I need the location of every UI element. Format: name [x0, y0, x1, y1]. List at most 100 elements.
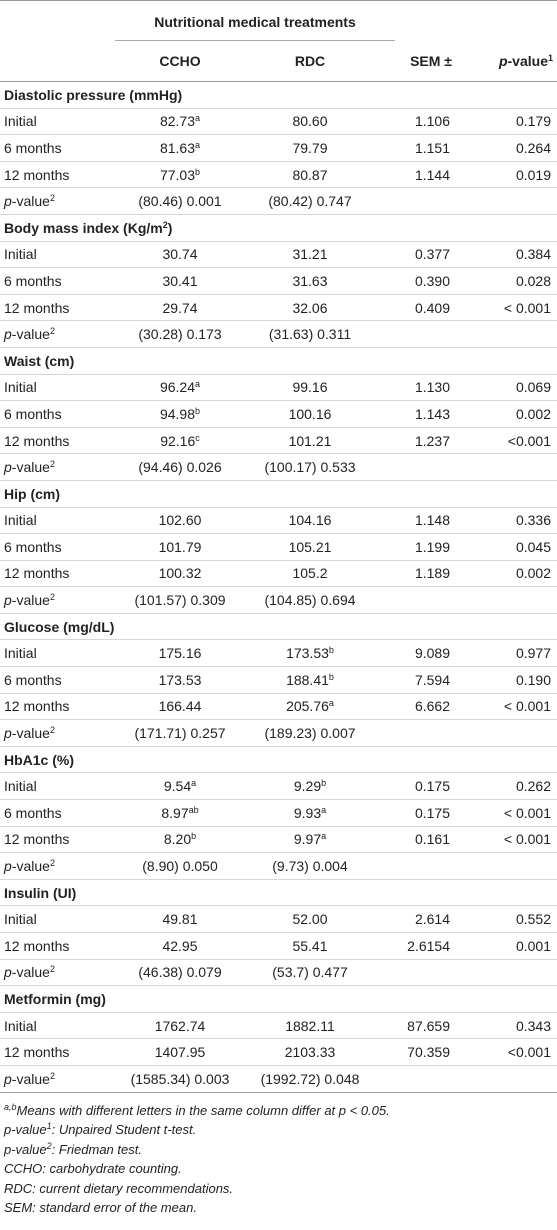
table-cell: 77.03b — [115, 161, 245, 188]
data-row: Initial 30.74 31.21 0.377 0.384 — [0, 241, 557, 268]
group-header: Nutritional medical treatments — [115, 1, 395, 42]
data-row: 6 months 94.98b 100.16 1.143 0.002 — [0, 401, 557, 428]
section-title: Body mass index (Kg/m2) — [0, 214, 557, 241]
table-cell: 0.409 — [414, 299, 450, 316]
table-cell: (80.46) 0.001 — [138, 193, 222, 210]
table-cell: 79.79 — [292, 139, 328, 156]
text-segment: 82.73 — [159, 113, 196, 130]
table-cell: 1407.95 — [154, 1044, 206, 1061]
row-label: p-value2 — [0, 321, 115, 348]
data-row: 12 months 100.32 105.2 1.189 0.002 — [0, 560, 557, 587]
table-cell — [375, 1065, 460, 1092]
row-label: p-value2 — [0, 853, 115, 880]
table-cell: 0.028 — [515, 272, 551, 289]
header-cell — [0, 1, 115, 42]
row-label: Initial — [4, 246, 37, 263]
text-segment: -value — [11, 964, 50, 981]
row-label: 6 months — [4, 139, 62, 156]
superscript: b — [191, 831, 197, 842]
table-cell: 0.262 — [515, 778, 551, 795]
superscript: a — [321, 804, 327, 815]
section-title: Glucose (mg/dL) — [4, 618, 115, 635]
superscript: b — [328, 645, 334, 656]
table-cell: 30.41 — [162, 272, 198, 289]
table-cell — [460, 587, 557, 614]
data-row: 6 months 8.97ab 9.93a 0.175 < 0.001 — [0, 800, 557, 827]
table-cell: 80.87 — [292, 166, 328, 183]
table-cell: 100.16 — [288, 405, 332, 422]
table-cell: 105.2 — [292, 565, 328, 582]
table-cell: (80.42) 0.747 — [268, 193, 352, 210]
data-row: p-value2 (30.28) 0.173 (31.63) 0.311 — [0, 321, 557, 348]
table-cell: 205.76a — [245, 693, 375, 720]
text-segment: 9.97 — [293, 831, 322, 848]
header-cell — [460, 1, 557, 42]
table-cell: 100.32 — [158, 565, 202, 582]
text-segment: 8.20 — [163, 831, 192, 848]
table-cell: (46.38) 0.079 — [138, 964, 222, 981]
superscript: 2 — [49, 725, 55, 736]
table-cell: 173.53 — [158, 671, 202, 688]
table-cell: 1.237 — [414, 432, 450, 449]
data-row: p-value2 (94.46) 0.026 (100.17) 0.533 — [0, 454, 557, 481]
table-cell — [375, 587, 460, 614]
row-label: 12 months — [4, 166, 70, 183]
superscript: 2 — [49, 1070, 55, 1081]
section-title: Insulin (UI) — [4, 884, 77, 901]
group-title: Nutritional medical treatments — [115, 2, 395, 41]
data-row: p-value2 (8.90) 0.050 (9.73) 0.004 — [0, 853, 557, 880]
text-segment: 96.24 — [159, 379, 196, 396]
table-cell: 0.001 — [515, 937, 551, 954]
text-segment: -value — [11, 459, 50, 476]
data-row: 12 months 42.95 55.41 2.6154 0.001 — [0, 933, 557, 960]
superscript: 2 — [49, 193, 55, 204]
table-cell: 2.6154 — [407, 937, 450, 954]
row-label: Initial — [4, 645, 37, 662]
table-cell: 96.24a — [115, 374, 245, 401]
table-cell: 30.74 — [162, 246, 198, 263]
table-cell — [375, 321, 460, 348]
table-cell: 1.151 — [414, 139, 450, 156]
text-segment: 81.63 — [159, 139, 196, 156]
table-cell: 8.97ab — [115, 800, 245, 827]
table-cell: 0.336 — [515, 512, 551, 529]
data-row: 6 months 101.79 105.21 1.199 0.045 — [0, 534, 557, 561]
table-cell: (189.23) 0.007 — [264, 725, 356, 742]
italic-text: p — [4, 858, 12, 875]
superscript: 2 — [46, 1140, 52, 1151]
table-cell: (8.90) 0.050 — [142, 858, 218, 875]
table-cell: (31.63) 0.311 — [268, 326, 352, 343]
table-cell: < 0.001 — [503, 698, 551, 715]
footnote: p-value2: Friedman test. — [4, 1140, 557, 1160]
text-segment: 9.93 — [293, 804, 322, 821]
data-row: Initial 1762.74 1882.11 87.659 0.343 — [0, 1012, 557, 1039]
table-cell — [460, 720, 557, 747]
data-table: Nutritional medical treatments CCHO RDC SE… — [0, 0, 557, 1093]
data-row: 6 months 30.41 31.63 0.390 0.028 — [0, 268, 557, 295]
table-cell: 1.189 — [414, 565, 450, 582]
table-cell: 0.343 — [515, 1017, 551, 1034]
row-label: 6 months — [4, 405, 62, 422]
table-cell — [460, 188, 557, 215]
data-row: Initial 9.54a 9.29b 0.175 0.262 — [0, 773, 557, 800]
table-cell — [375, 454, 460, 481]
table-cell — [375, 959, 460, 986]
table-cell: (101.57) 0.309 — [134, 592, 226, 609]
section-row: HbA1c (%) — [0, 746, 557, 773]
text-segment: -value — [11, 326, 50, 343]
table-cell: <0.001 — [507, 432, 551, 449]
table-header: Nutritional medical treatments CCHO RDC SE… — [0, 0, 557, 82]
header-cell — [375, 1, 460, 42]
superscript: 2 — [49, 592, 55, 603]
table-cell — [460, 959, 557, 986]
data-row: p-value2 (80.46) 0.001 (80.42) 0.747 — [0, 188, 557, 215]
table-cell — [375, 720, 460, 747]
row-label: 12 months — [4, 698, 70, 715]
table-cell: 0.069 — [515, 379, 551, 396]
superscript: 2 — [162, 219, 168, 230]
superscript: 2 — [49, 858, 55, 869]
section-row: Insulin (UI) — [0, 879, 557, 906]
text-segment: -value — [11, 592, 50, 609]
table-cell: 49.81 — [162, 911, 198, 928]
column-header: SEM ± — [410, 53, 452, 69]
